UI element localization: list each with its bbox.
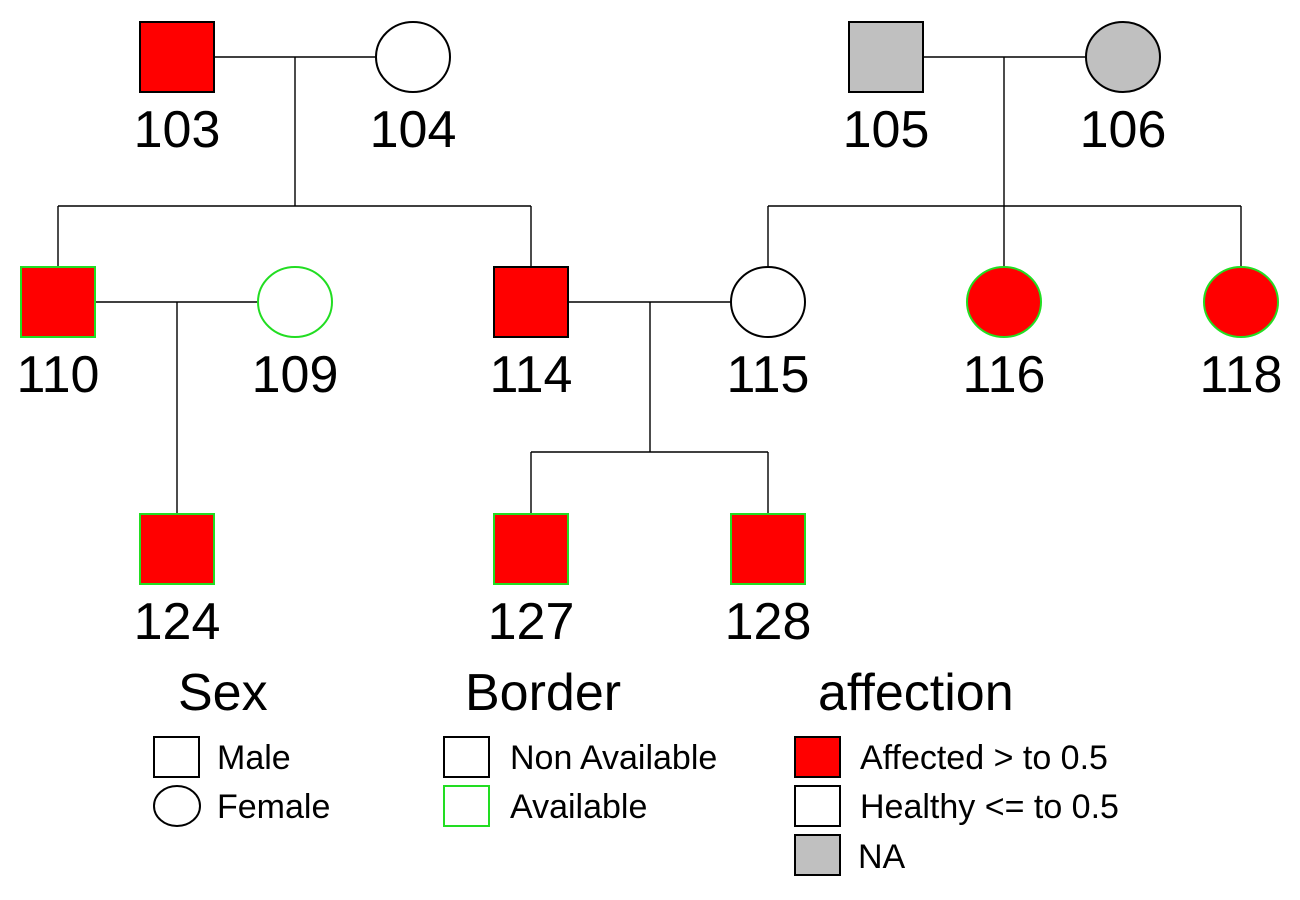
individual-label-105: 105 <box>843 101 930 159</box>
legend-affected-symbol <box>794 736 841 778</box>
legend: Sex Male Female Border Non Available Ava… <box>153 664 1119 876</box>
individual-label-110: 110 <box>17 346 100 404</box>
legend-healthy-label: Healthy <= to 0.5 <box>860 788 1119 826</box>
legend-affected-label: Affected > to 0.5 <box>860 739 1108 777</box>
legend-male-label: Male <box>217 739 291 777</box>
individual-115-circle <box>730 266 806 338</box>
legend-na-symbol <box>794 834 841 876</box>
individual-label-115: 115 <box>727 346 810 404</box>
individual-label-103: 103 <box>134 101 221 159</box>
individual-110-square <box>20 266 96 338</box>
individual-116-circle <box>966 266 1042 338</box>
individual-118-circle <box>1203 266 1279 338</box>
individual-label-106: 106 <box>1080 101 1167 159</box>
legend-available-label: Available <box>510 788 647 826</box>
individual-label-104: 104 <box>370 101 457 159</box>
legend-female-label: Female <box>217 788 330 826</box>
legend-affection-title: affection <box>818 664 1014 722</box>
individual-105-square <box>848 21 924 93</box>
individual-label-114: 114 <box>490 346 573 404</box>
legend-non-available-symbol <box>443 736 490 778</box>
individual-label-124: 124 <box>134 593 221 651</box>
pedigree-individuals: 103 104 105 106 110 109 114 115 116 118 124 127 128 <box>17 21 1283 651</box>
individual-114-square <box>493 266 569 338</box>
individual-label-128: 128 <box>725 593 812 651</box>
individual-124-square <box>139 513 215 585</box>
legend-healthy-symbol <box>794 785 841 827</box>
individual-106-circle <box>1085 21 1161 93</box>
individual-label-127: 127 <box>488 593 575 651</box>
legend-available-symbol <box>443 785 490 827</box>
individual-label-118: 118 <box>1200 346 1283 404</box>
legend-border-title: Border <box>465 664 621 722</box>
legend-sex-title: Sex <box>178 664 268 722</box>
individual-109-circle <box>257 266 333 338</box>
individual-label-109: 109 <box>252 346 339 404</box>
legend-na-label: NA <box>858 838 906 876</box>
individual-104-circle <box>375 21 451 93</box>
legend-female-symbol <box>153 785 201 827</box>
individual-127-square <box>493 513 569 585</box>
individual-103-square <box>139 21 215 93</box>
pedigree-links <box>57 56 1242 514</box>
individual-128-square <box>730 513 806 585</box>
individual-label-116: 116 <box>963 346 1046 404</box>
legend-non-available-label: Non Available <box>510 739 717 777</box>
legend-male-symbol <box>153 736 200 778</box>
